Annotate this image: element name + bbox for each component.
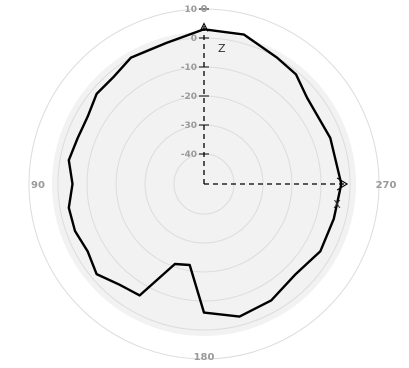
radial-tick-label: -40	[181, 150, 197, 160]
pattern-trace	[67, 28, 343, 318]
radial-tick-label: -30	[181, 121, 197, 131]
radial-tick-label: 0	[191, 34, 197, 44]
angle-label-270: 270	[376, 180, 397, 191]
angle-label-180: 180	[194, 352, 215, 363]
pattern-line	[67, 28, 343, 318]
axis-label-z: Z	[218, 42, 226, 55]
axis-label-x: X	[333, 198, 341, 211]
radial-tick-label: 10	[184, 5, 197, 15]
radial-tick-label: -20	[181, 92, 197, 102]
angle-label-90: 90	[31, 180, 45, 191]
angle-labels: 0 90 180 270	[31, 4, 396, 363]
angle-label-0: 0	[201, 4, 208, 15]
radial-ticks: 10 0 -10 -20 -30 -40	[181, 5, 209, 160]
radial-tick-label: -10	[181, 63, 197, 73]
